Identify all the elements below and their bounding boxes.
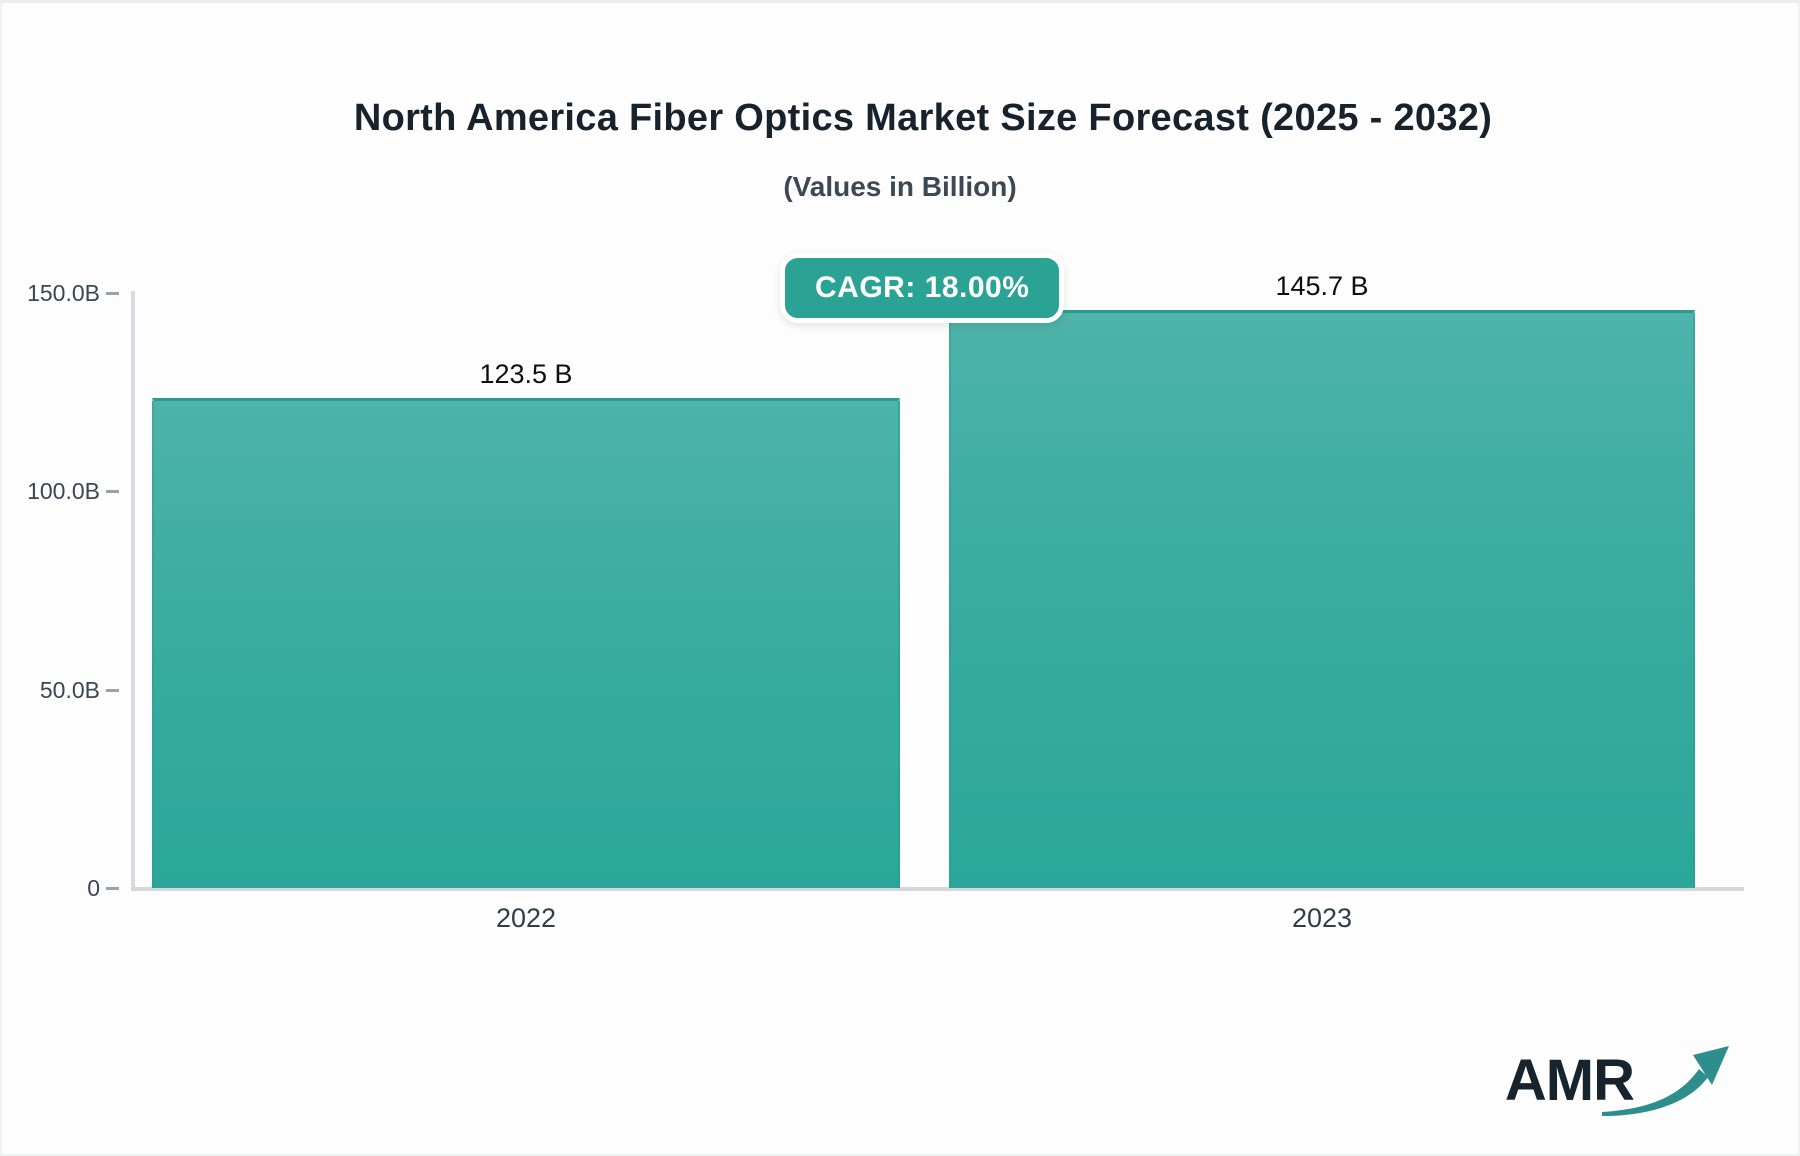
x-axis-label-2022: 2022 [495, 903, 557, 933]
x-axis-label-2023: 2023 [1291, 903, 1353, 933]
y-axis-tick-mark [106, 292, 119, 295]
y-axis-tick-label: 150.0B [27, 280, 100, 306]
y-axis-line [131, 291, 135, 891]
bar-2023[interactable]: 145.7 B [949, 271, 1695, 888]
chart-subtitle: (Values in Billion) [783, 171, 1017, 202]
chart-title: North America Fiber Optics Market Size F… [353, 97, 1493, 139]
y-axis-tick-mark [106, 887, 119, 890]
bar-2022[interactable]: 123.5 B [152, 359, 900, 888]
x-axis-line [131, 887, 1744, 891]
bar-value-label: 145.7 B [1275, 271, 1369, 302]
y-axis-tick-label: 50.0B [39, 676, 100, 703]
y-axis-tick-label: 100.0B [27, 478, 100, 505]
amr-logo-text: AMR [1504, 1048, 1635, 1113]
y-axis-tick-mark [106, 688, 119, 692]
amr-logo-arrow-icon [1602, 1046, 1729, 1116]
cagr-badge: CAGR: 18.00% [780, 253, 1065, 323]
y-axis-tick-label: 0 [87, 875, 100, 901]
bar-value-label: 123.5 B [479, 359, 573, 390]
y-axis-tick-mark [106, 490, 119, 494]
amr-logo: AMR [1504, 1040, 1732, 1116]
